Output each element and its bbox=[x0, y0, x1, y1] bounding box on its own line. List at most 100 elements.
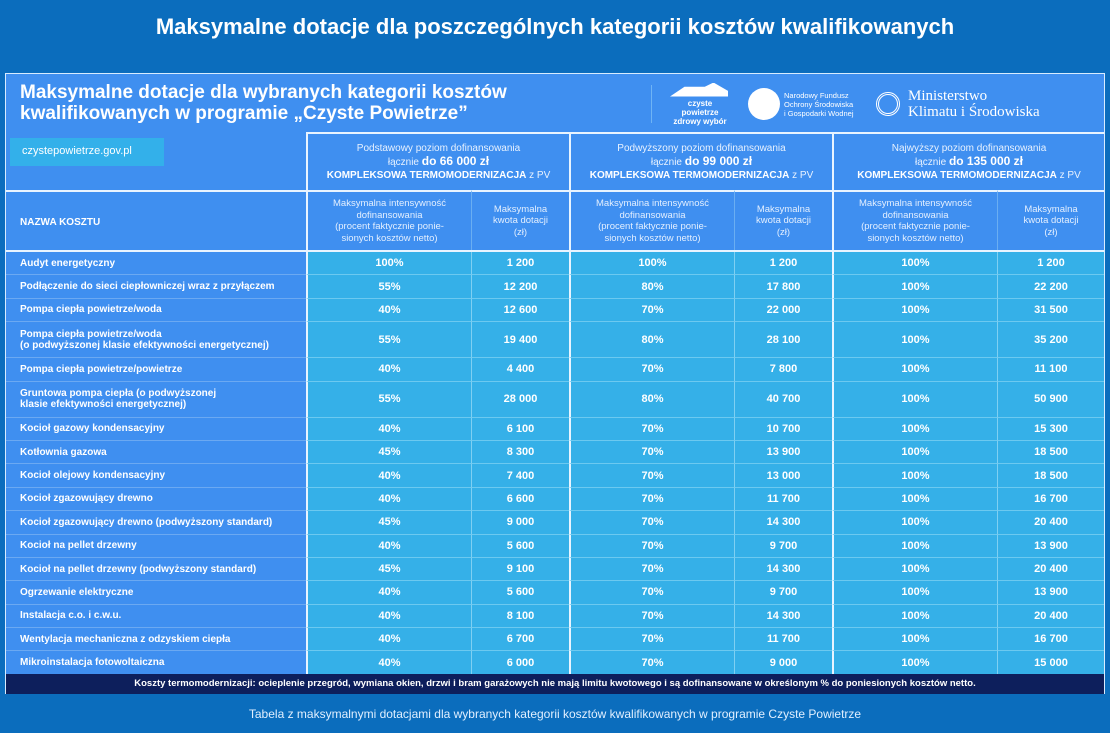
group-total-prefix: łącznie bbox=[650, 157, 682, 168]
fingerprint-icon bbox=[876, 92, 900, 116]
intensity-cell: 70% bbox=[569, 487, 734, 512]
logo-text: i Gospodarki Wodnej bbox=[784, 108, 854, 118]
table-row: Wentylacja mechaniczna z odzyskiem ciepł… bbox=[6, 628, 1104, 652]
logo-text: Ochrony Środowiska bbox=[784, 99, 854, 109]
amount-cell: 18 500 bbox=[997, 440, 1104, 465]
card-title-line1: Maksymalne dotacje dla wybranych kategor… bbox=[20, 82, 507, 103]
row-name: Pompa ciepła powietrze/powietrze bbox=[6, 358, 306, 382]
group-scope-suffix: z PV bbox=[1059, 170, 1081, 181]
row-name: Kocioł zgazowujący drewno bbox=[6, 487, 306, 512]
row-name: Kotłownia gazowa bbox=[6, 440, 306, 465]
group-total-prefix: łącznie bbox=[915, 157, 947, 168]
table-row: Kocioł na pellet drzewny (podwyższony st… bbox=[6, 557, 1104, 582]
amount-cell: 14 300 bbox=[734, 604, 832, 629]
row-name: Kocioł gazowy kondensacyjny bbox=[6, 417, 306, 441]
intensity-cell: 70% bbox=[569, 557, 734, 582]
amount-cell: 7 800 bbox=[734, 358, 832, 382]
group-total-amount: do 66 000 zł bbox=[421, 154, 490, 168]
table-row: Kocioł olejowy kondensacyjny 40% 7 400 70% 1… bbox=[6, 464, 1104, 488]
column-header-amount: Maksymalna kwota dotacji (zł) bbox=[997, 190, 1104, 250]
group-scope: KOMPLEKSOWA TERMOMODERNIZACJA z PV bbox=[571, 169, 832, 182]
intensity-cell: 80% bbox=[569, 322, 734, 359]
column-header-name: NAZWA KOSZTU bbox=[6, 190, 306, 250]
amount-cell: 19 400 bbox=[471, 322, 569, 359]
row-name-line: Mikroinstalacja fotowoltaiczna bbox=[20, 657, 165, 669]
header-line: sionych kosztów netto) bbox=[604, 232, 701, 244]
intensity-cell: 40% bbox=[306, 358, 471, 382]
logo-text: zdrowy wybór bbox=[673, 116, 727, 126]
website-link[interactable]: czystepowietrze.gov.pl bbox=[10, 138, 164, 166]
amount-cell: 18 500 bbox=[997, 464, 1104, 488]
row-name-line: Kocioł na pellet drzewny bbox=[20, 540, 137, 552]
table-row: Kocioł zgazowujący drewno (podwyższony s… bbox=[6, 511, 1104, 535]
logo-text: Ministerstwo bbox=[908, 88, 988, 104]
intensity-cell: 45% bbox=[306, 557, 471, 582]
column-header-intensity: Maksymalna intensywność dofinansowania (pr… bbox=[832, 190, 997, 250]
intensity-cell: 100% bbox=[832, 628, 997, 652]
amount-cell: 31 500 bbox=[997, 298, 1104, 323]
row-name-line: Kocioł gazowy kondensacyjny bbox=[20, 423, 165, 435]
amount-cell: 6 700 bbox=[471, 628, 569, 652]
card-header: Maksymalne dotacje dla wybranych kategor… bbox=[6, 74, 1104, 132]
header-line: Maksymalna bbox=[493, 203, 548, 215]
row-name-line: Pompa ciepła powietrze/powietrze bbox=[20, 363, 183, 375]
intensity-cell: 55% bbox=[306, 381, 471, 418]
group-level: Podstawowy poziom dofinansowania bbox=[356, 143, 521, 154]
group-total-amount: do 135 000 zł bbox=[948, 154, 1023, 168]
intensity-cell: 70% bbox=[569, 581, 734, 605]
amount-cell: 11 100 bbox=[997, 358, 1104, 382]
amount-cell: 28 100 bbox=[734, 322, 832, 359]
table-row: Kotłownia gazowa 45% 8 300 70% 13 900 100% 18 … bbox=[6, 440, 1104, 465]
intensity-cell: 40% bbox=[306, 534, 471, 558]
intensity-cell: 40% bbox=[306, 487, 471, 512]
group-scope-suffix: z PV bbox=[529, 170, 551, 181]
intensity-cell: 70% bbox=[569, 511, 734, 535]
intensity-cell: 100% bbox=[832, 511, 997, 535]
page-title: Maksymalne dotacje dla poszczególnych ka… bbox=[155, 14, 955, 39]
group-scope: KOMPLEKSOWA TERMOMODERNIZACJA z PV bbox=[308, 169, 569, 182]
intensity-cell: 70% bbox=[569, 604, 734, 629]
logo-text: Klimatu i Środowiska bbox=[908, 104, 1040, 120]
row-name-line: Instalacja c.o. i c.w.u. bbox=[20, 610, 122, 622]
intensity-cell: 70% bbox=[569, 440, 734, 465]
amount-cell: 50 900 bbox=[997, 381, 1104, 418]
intensity-cell: 100% bbox=[832, 440, 997, 465]
header-line: Maksymalna intensywność bbox=[333, 198, 446, 209]
table-row: Pompa ciepła powietrze/powietrze 40% 4 400… bbox=[6, 358, 1104, 382]
row-name: Audyt energetyczny bbox=[6, 252, 306, 276]
amount-cell: 7 400 bbox=[471, 464, 569, 488]
divider bbox=[651, 85, 652, 123]
amount-cell: 12 600 bbox=[471, 298, 569, 323]
logo-text: Narodowy Fundusz bbox=[784, 90, 849, 100]
intensity-cell: 100% bbox=[832, 252, 997, 276]
intensity-cell: 100% bbox=[832, 581, 997, 605]
intensity-cell: 40% bbox=[306, 581, 471, 605]
intensity-cell: 40% bbox=[306, 628, 471, 652]
intensity-cell: 100% bbox=[832, 417, 997, 441]
intensity-cell: 100% bbox=[832, 557, 997, 582]
intensity-cell: 80% bbox=[569, 275, 734, 299]
intensity-cell: 70% bbox=[569, 534, 734, 558]
amount-cell: 35 200 bbox=[997, 322, 1104, 359]
header-line: (zł) bbox=[513, 226, 528, 238]
amount-cell: 9 100 bbox=[471, 557, 569, 582]
amount-cell: 9 700 bbox=[734, 534, 832, 558]
header-line: kwota dotacji bbox=[493, 215, 548, 227]
ministry-logo: Ministerstwo Klimatu i Środowiska bbox=[876, 88, 1040, 120]
amount-cell: 22 000 bbox=[734, 298, 832, 323]
row-name: Mikroinstalacja fotowoltaiczna bbox=[6, 651, 306, 675]
row-name-line: (o podwyższonej klasie efektywności ener… bbox=[20, 339, 269, 351]
intensity-cell: 40% bbox=[306, 298, 471, 323]
intensity-cell: 70% bbox=[569, 417, 734, 441]
table-row: Ogrzewanie elektryczne 40% 5 600 70% 9 700 10… bbox=[6, 581, 1104, 605]
amount-cell: 28 000 bbox=[471, 381, 569, 418]
amount-cell: 16 700 bbox=[997, 487, 1104, 512]
amount-cell: 13 000 bbox=[734, 464, 832, 488]
intensity-cell: 70% bbox=[569, 358, 734, 382]
intensity-cell: 40% bbox=[306, 417, 471, 441]
intensity-cell: 100% bbox=[832, 322, 997, 359]
group-header-2: Podwyższony poziom dofinansowania łącznie… bbox=[569, 132, 832, 190]
header-line: dofinansowania bbox=[882, 209, 949, 221]
table-row: Instalacja c.o. i c.w.u. 40% 8 100 70% 14 30… bbox=[6, 604, 1104, 629]
intensity-cell: 45% bbox=[306, 440, 471, 465]
